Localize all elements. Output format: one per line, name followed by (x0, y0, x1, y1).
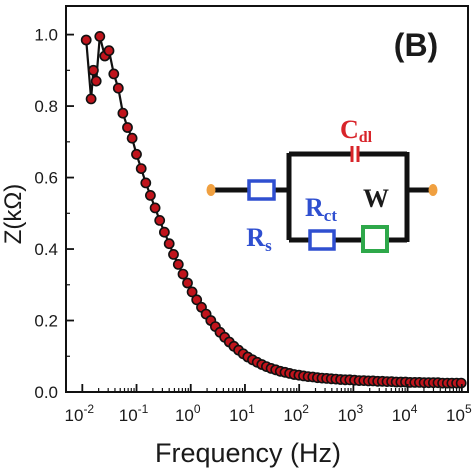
x-tick-label: 102 (283, 402, 309, 425)
x-tick-label-base: 10 (119, 406, 138, 425)
x-tick-label-exponent: 2 (302, 402, 309, 416)
x-tick-label-exponent: 1 (248, 402, 255, 416)
x-tick-label-exponent: 4 (411, 402, 418, 416)
label-cdl: Cdl (340, 115, 373, 146)
label-rct: Rct (305, 193, 337, 225)
label-rs-main: R (246, 223, 265, 252)
data-point (158, 226, 170, 238)
x-tick-label-base: 10 (338, 406, 357, 425)
label-rs-sub: s (265, 236, 272, 255)
y-tick-label: 0.2 (34, 312, 58, 331)
data-point (103, 45, 115, 57)
data-point (112, 82, 124, 94)
data-point (126, 132, 138, 144)
data-point (90, 75, 102, 87)
terminal-right (428, 184, 438, 196)
x-tick-label: 103 (338, 402, 364, 425)
x-tick-label-base: 10 (175, 406, 194, 425)
data-point (131, 148, 142, 160)
label-w: W (363, 184, 389, 213)
data-point (172, 258, 184, 270)
x-axis-ticks: 10-2 10-1 100 101 102 103 104 105 (65, 384, 472, 425)
x-tick-label: 100 (175, 402, 201, 425)
x-tick-label: 10-1 (119, 402, 149, 425)
data-point (122, 122, 133, 133)
x-tick-label-base: 10 (392, 406, 411, 425)
data-point (135, 163, 147, 174)
x-tick-label-exponent: 3 (357, 402, 364, 416)
data-point (144, 189, 156, 201)
x-tick-label-base: 10 (229, 406, 248, 425)
data-point (140, 177, 152, 189)
y-tick-label: 0.4 (34, 240, 58, 259)
data-point (149, 202, 161, 214)
data-point (154, 214, 166, 226)
data-point (191, 294, 203, 306)
panel-label: (B) (394, 27, 438, 63)
data-point (108, 68, 120, 80)
data-point (163, 238, 175, 250)
data-point (177, 268, 189, 280)
x-tick-label: 101 (229, 402, 255, 425)
plot-frame (65, 5, 469, 393)
x-tick-label: 10-2 (65, 402, 95, 425)
x-tick-label-exponent: -2 (83, 402, 94, 416)
data-point (88, 64, 99, 76)
label-cdl-main: C (340, 115, 359, 144)
x-tick-label-exponent: 0 (194, 402, 201, 416)
data-point (80, 34, 92, 46)
data-point (182, 277, 193, 289)
x-tick-label-exponent: -1 (138, 402, 149, 416)
data-point (117, 107, 129, 119)
data-point (85, 93, 97, 105)
y-axis-title: Z(kΩ) (0, 184, 27, 245)
resistor-rs (247, 179, 276, 201)
x-tick-label-base: 10 (283, 406, 302, 425)
x-tick-label-exponent: 5 (465, 402, 472, 416)
y-tick-label: 1.0 (34, 26, 58, 45)
x-tick-label-base: 10 (65, 406, 84, 425)
y-tick-label: 0.0 (34, 383, 58, 402)
label-rs: Rs (246, 223, 272, 255)
plot-area (80, 31, 467, 389)
x-tick-label: 105 (446, 402, 472, 425)
y-axis-ticks: 0.0 0.2 0.4 0.6 0.8 1.0 (34, 26, 74, 402)
data-markers (80, 31, 467, 389)
y-tick-label: 0.6 (34, 169, 58, 188)
y-tick-label: 0.8 (34, 97, 58, 116)
terminal-left (206, 184, 216, 196)
data-point (168, 248, 179, 260)
x-tick-label-base: 10 (446, 406, 465, 425)
data-point (186, 286, 198, 298)
equivalent-circuit-diagram: Cdl Rs Rct W (206, 115, 438, 255)
data-point (94, 31, 106, 42)
label-rct-sub: ct (324, 206, 338, 225)
x-tick-label: 104 (392, 402, 418, 425)
label-rct-main: R (305, 193, 324, 222)
label-cdl-sub: dl (359, 129, 373, 146)
x-axis-title: Frequency (Hz) (155, 438, 341, 468)
resistor-rct (308, 229, 336, 251)
warburg-element (361, 225, 389, 253)
